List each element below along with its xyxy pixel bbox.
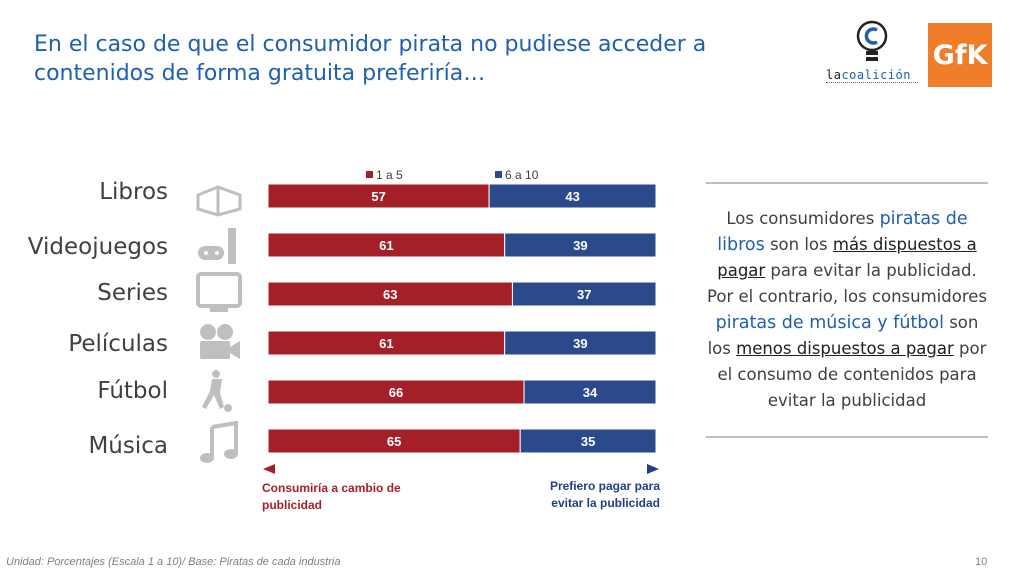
data-label-fútbol-0: 66 xyxy=(389,385,403,400)
highlight-menos-dispuestos: menos dispuestos a pagar xyxy=(736,339,954,358)
coalicion-tagline xyxy=(826,82,918,86)
axis-arrow-left-head xyxy=(263,464,275,474)
bar-fútbol-0 xyxy=(267,379,525,405)
category-label-futbol: Fútbol xyxy=(97,378,168,404)
axis-arrow-right-head xyxy=(647,464,659,474)
music-note-icon xyxy=(200,421,238,463)
category-label-musica: Música xyxy=(88,433,168,459)
data-label-música-0: 65 xyxy=(387,434,401,449)
legend-label-1: 6 a 10 xyxy=(505,168,539,182)
title-line-1: En el caso de que el consumidor pirata n… xyxy=(34,32,707,57)
data-label-fútbol-1: 34 xyxy=(583,385,598,400)
title-line-2: contenidos de forma gratuita preferiría… xyxy=(34,61,486,86)
film-camera-icon xyxy=(200,324,240,359)
category-label-videojuegos: Videojuegos xyxy=(27,234,168,260)
legend-swatch-0 xyxy=(366,171,373,178)
axis-right-label: Prefiero pagar para evitar la publicidad xyxy=(549,479,660,510)
insight-text: Los consumidores piratas de libros son l… xyxy=(706,209,987,410)
bar-libros-1 xyxy=(488,183,657,209)
category-label-libros: Libros xyxy=(99,179,168,205)
bar-libros-0 xyxy=(267,183,490,209)
data-label-series-0: 63 xyxy=(383,287,397,302)
data-label-películas-0: 61 xyxy=(379,336,393,351)
category-label-peliculas: Películas xyxy=(68,331,168,357)
lightbulb-icon xyxy=(856,20,888,61)
highlight-piratas-libros: piratas de libros xyxy=(717,209,968,255)
axis-left-label: Consumiría a cambio de publicidad xyxy=(262,481,401,512)
football-player-icon xyxy=(202,370,232,412)
bar-fútbol-1 xyxy=(523,379,657,405)
bar-películas-0 xyxy=(267,330,506,356)
data-label-música-1: 35 xyxy=(581,434,595,449)
data-label-libros-0: 57 xyxy=(371,189,385,204)
bar-películas-1 xyxy=(504,330,657,356)
data-label-series-1: 37 xyxy=(577,287,591,302)
highlight-piratas-musica-futbol: piratas de música y fútbol xyxy=(715,313,944,333)
bar-series-1 xyxy=(511,281,657,307)
data-label-películas-1: 39 xyxy=(573,336,587,351)
book-icon xyxy=(196,185,242,217)
insight-panel: Los consumidores piratas de libros son l… xyxy=(706,182,988,438)
data-label-videojuegos-0: 61 xyxy=(379,238,393,253)
coalicion-wordmark: lacoalición xyxy=(826,68,911,82)
data-label-videojuegos-1: 39 xyxy=(573,238,587,253)
highlight-mas-dispuestos: más dispuestos a pagar xyxy=(717,235,977,280)
legend-label-0: 1 a 5 xyxy=(376,168,403,182)
gamepad-icon xyxy=(198,228,236,264)
bar-series-0 xyxy=(267,281,513,307)
bar-videojuegos-0 xyxy=(267,232,506,258)
stacked-bar-chart: 1 a 5 6 a 10 57 43 61 39 63 37 61 39 66 34 65 35 xyxy=(263,168,659,474)
bar-videojuegos-1 xyxy=(504,232,657,258)
tv-icon xyxy=(196,272,242,312)
legend-swatch-1 xyxy=(495,171,502,178)
slide-title: En el caso de que el consumidor pirata n… xyxy=(34,30,734,88)
la-coalicion-logo: lacoalición xyxy=(826,20,918,88)
data-label-libros-1: 43 xyxy=(565,189,579,204)
page-number: 10 xyxy=(975,556,988,568)
bar-música-1 xyxy=(519,428,657,454)
gfk-logo: GfK xyxy=(928,23,992,87)
footnote: Unidad: Porcentajes (Escala 1 a 10)/ Bas… xyxy=(6,556,341,568)
category-label-series: Series xyxy=(97,280,168,306)
